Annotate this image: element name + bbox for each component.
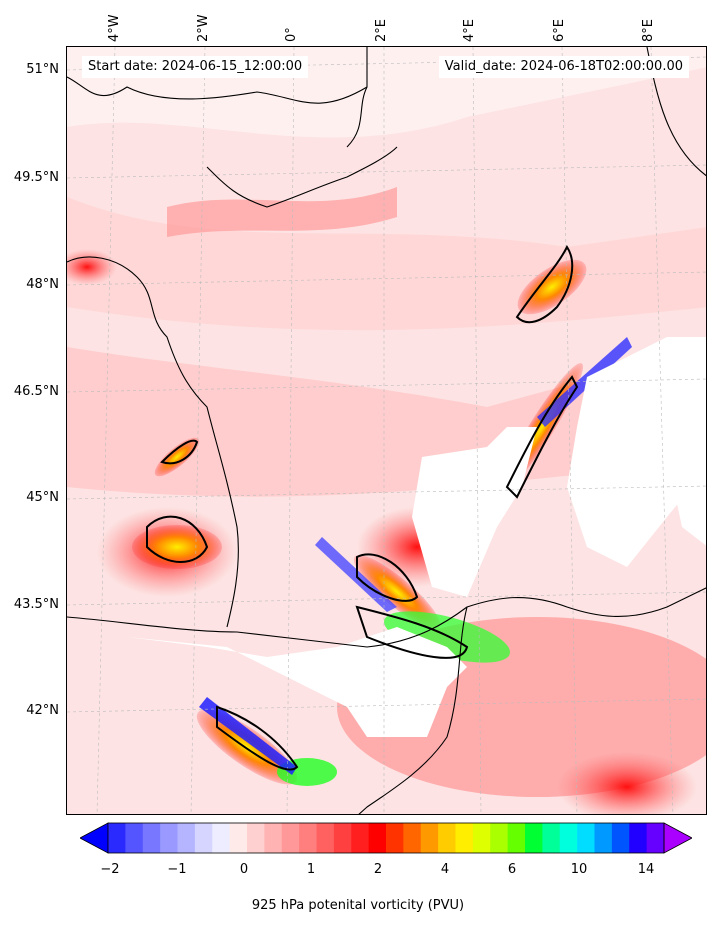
colorbar-segment bbox=[368, 823, 387, 853]
colorbar-outline bbox=[107, 822, 665, 854]
graticule bbox=[67, 47, 706, 814]
lat-label-49-5: 49.5°N bbox=[13, 170, 59, 185]
colorbar-segment bbox=[316, 823, 335, 853]
colorbar-label: 925 hPa potenital vorticity (PVU) bbox=[251, 898, 465, 913]
colorbar-segment bbox=[247, 823, 265, 853]
pv-streak-jura bbox=[517, 259, 587, 315]
pv-streak-gironde bbox=[154, 437, 200, 477]
lon-label-4e: 4°E bbox=[462, 19, 477, 42]
colorbar-segment bbox=[177, 823, 196, 853]
start-date-label: Start date: 2024-06-15_12:00:00 bbox=[82, 56, 309, 78]
pv-band-channel bbox=[167, 187, 397, 237]
valid-date-label: Valid_date: 2024-06-18T02:00:00.00 bbox=[438, 56, 689, 78]
colorbar-segment bbox=[299, 823, 317, 853]
lon-label-2w: 2°W bbox=[196, 14, 211, 42]
colorbar-segment bbox=[472, 823, 491, 853]
colorbar-segment bbox=[229, 823, 248, 853]
cb-tick-1: 1 bbox=[306, 862, 316, 877]
cb-tick-neg2: −2 bbox=[100, 862, 120, 877]
cb-tick-4: 4 bbox=[440, 862, 450, 877]
mask-alps-east bbox=[567, 337, 706, 567]
lon-label-8e: 8°E bbox=[641, 19, 656, 42]
lon-label-0: 0° bbox=[284, 27, 299, 42]
pv-streak-landes bbox=[132, 525, 222, 569]
colorbar-segment bbox=[438, 823, 456, 853]
colorbar-segment bbox=[386, 823, 404, 853]
pv-streak-cevennes bbox=[353, 555, 441, 629]
cb-tick-neg1: −1 bbox=[167, 862, 187, 877]
colorbar-segment bbox=[559, 823, 578, 853]
colorbar-segment bbox=[420, 823, 439, 853]
mask-alps-west bbox=[412, 427, 537, 597]
lat-label-43-5: 43.5°N bbox=[13, 597, 59, 612]
pv-patch-med-core bbox=[557, 752, 697, 814]
colorbar-segment bbox=[594, 823, 613, 853]
colorbar-segment bbox=[577, 823, 595, 853]
colorbar-segment bbox=[160, 823, 178, 853]
cb-tick-10: 10 bbox=[570, 862, 588, 877]
map-panel bbox=[66, 46, 707, 815]
colorbar-segment bbox=[125, 823, 144, 853]
colorbar-segment bbox=[108, 823, 126, 853]
colorbar-segment bbox=[281, 823, 300, 853]
lat-label-46-5: 46.5°N bbox=[13, 384, 59, 399]
colorbar-segment bbox=[455, 823, 474, 853]
lon-label-4w: 4°W bbox=[107, 14, 122, 42]
colorbar-segment bbox=[507, 823, 526, 853]
cb-tick-6: 6 bbox=[507, 862, 517, 877]
colorbar-segment bbox=[351, 823, 370, 853]
mask-east-edge bbox=[667, 437, 706, 546]
lat-label-42: 42°N bbox=[26, 703, 59, 718]
colorbar-segment bbox=[490, 823, 509, 853]
pv-streak-spain bbox=[196, 709, 298, 785]
lat-label-51: 51°N bbox=[26, 62, 59, 77]
pv-blue-streak-2 bbox=[537, 337, 632, 427]
lon-label-6e: 6°E bbox=[552, 19, 567, 42]
cb-tick-14: 14 bbox=[637, 862, 655, 877]
colorbar-segment bbox=[403, 823, 422, 853]
cb-tick-0: 0 bbox=[239, 862, 249, 877]
colorbar-segment bbox=[194, 823, 213, 853]
lon-label-2e: 2°E bbox=[374, 19, 389, 42]
colorbar-extend-low bbox=[80, 822, 109, 854]
pv-band-south bbox=[67, 347, 706, 497]
lat-label-45: 45°N bbox=[26, 490, 59, 505]
colorbar-segment bbox=[646, 823, 665, 853]
pv-contours bbox=[146, 245, 579, 771]
colorbar-segment bbox=[333, 823, 352, 853]
lat-label-48: 48°N bbox=[26, 277, 59, 292]
pv-blue-streak-3 bbox=[199, 697, 297, 775]
colorbar-segment bbox=[611, 823, 630, 853]
pv-field-map bbox=[67, 47, 706, 814]
colorbar-segment bbox=[264, 823, 283, 853]
cb-tick-2: 2 bbox=[373, 862, 383, 877]
colorbar bbox=[80, 822, 692, 854]
colorbar-segment bbox=[542, 823, 561, 853]
colorbar-segment bbox=[142, 823, 161, 853]
mask-pyrenees bbox=[127, 627, 467, 737]
colorbar-segment bbox=[212, 823, 231, 853]
colorbar-extend-high bbox=[663, 822, 692, 854]
colorbar-segment bbox=[629, 823, 648, 853]
colorbar-segment bbox=[525, 823, 543, 853]
